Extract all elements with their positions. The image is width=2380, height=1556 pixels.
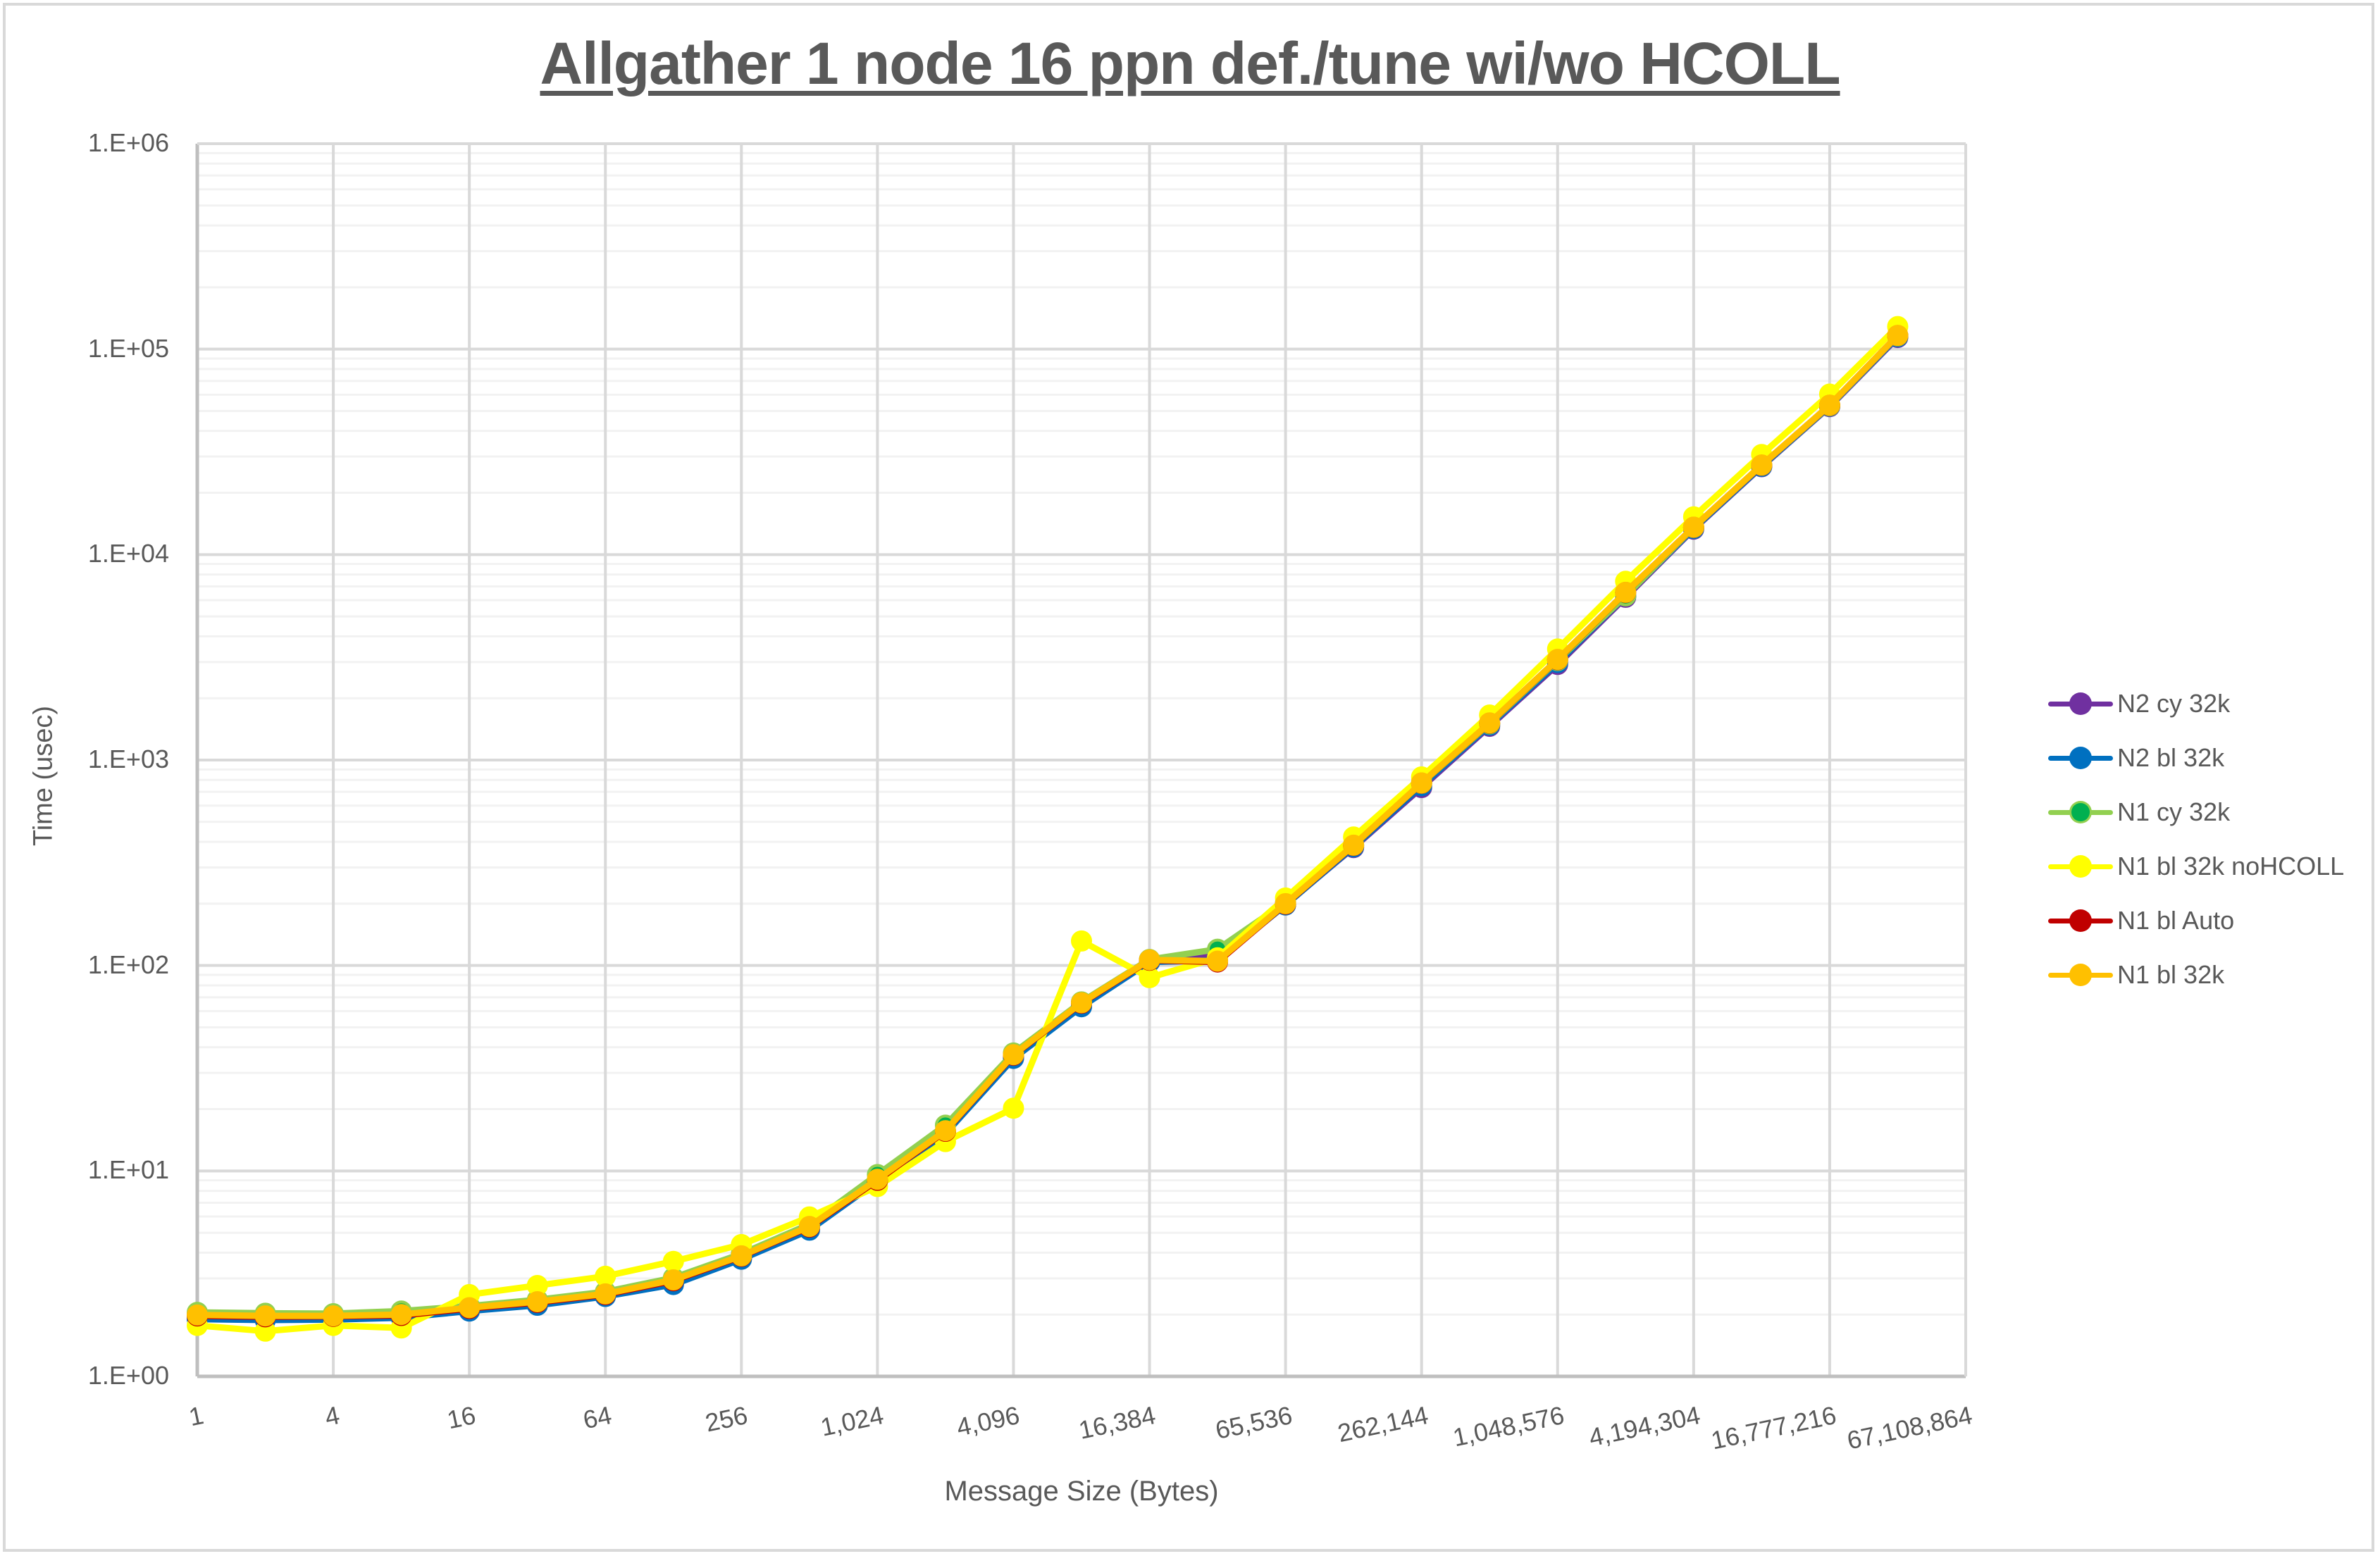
legend-label: N1 bl Auto bbox=[2117, 905, 2235, 935]
data-point-marker bbox=[1003, 1044, 1024, 1066]
data-point-marker bbox=[1207, 950, 1229, 972]
data-point-marker bbox=[1139, 966, 1160, 988]
x-tick-label: 64 bbox=[581, 1400, 614, 1435]
legend-item[interactable]: N2 bl 32k bbox=[2047, 730, 2344, 785]
series-n2-cy-32k bbox=[187, 327, 1909, 1330]
data-point-marker bbox=[1071, 930, 1092, 952]
legend-marker bbox=[2071, 965, 2090, 984]
legend-item[interactable]: N1 cy 32k bbox=[2047, 785, 2344, 839]
legend-item[interactable]: N1 bl 32k bbox=[2047, 947, 2344, 1002]
legend-item[interactable]: N2 cy 32k bbox=[2047, 676, 2344, 730]
data-point-marker bbox=[1003, 1097, 1024, 1119]
legend-marker bbox=[2071, 694, 2090, 713]
x-tick-label: 16 bbox=[444, 1400, 478, 1435]
y-tick-label: 1.E+01 bbox=[87, 1155, 169, 1185]
series-n1-cy-32k bbox=[187, 325, 1909, 1324]
series-n1-bl-32k bbox=[187, 325, 1909, 1327]
data-point-marker bbox=[526, 1290, 548, 1312]
y-tick-label: 1.E+03 bbox=[87, 745, 169, 773]
series-layer bbox=[187, 316, 1909, 1342]
legend-item[interactable]: N1 bl Auto bbox=[2047, 893, 2344, 947]
legend: N2 cy 32k N2 bl 32k N1 cy 32k N1 bl 32k noH… bbox=[2047, 676, 2344, 1002]
series-line bbox=[194, 333, 1901, 1324]
data-point-marker bbox=[1751, 454, 1773, 476]
data-point-marker bbox=[1887, 325, 1909, 347]
data-point-marker bbox=[867, 1169, 888, 1190]
data-point-marker bbox=[1547, 649, 1568, 671]
y-axis-title: Time (usec) bbox=[28, 705, 58, 847]
legend-line-marker-icon bbox=[2047, 962, 2114, 988]
y-tick-label: 1.E+05 bbox=[87, 333, 169, 363]
legend-label: N1 bl 32k noHCOLL bbox=[2117, 851, 2345, 880]
data-point-marker bbox=[1479, 712, 1501, 734]
data-point-marker bbox=[459, 1297, 481, 1319]
x-axis-title-text: Message Size (Bytes) bbox=[944, 1476, 1219, 1507]
data-point-marker bbox=[1139, 949, 1160, 971]
data-point-marker bbox=[254, 1305, 276, 1327]
chart-title: Allgather 1 node 16 ppn def./tune wi/wo … bbox=[540, 30, 1840, 97]
series-line bbox=[194, 332, 1901, 1319]
y-tick-label: 1.E+00 bbox=[87, 1361, 169, 1390]
legend-label: N1 cy 32k bbox=[2117, 797, 2231, 826]
data-point-marker bbox=[798, 1216, 820, 1238]
series-line bbox=[194, 323, 1901, 1335]
series-line bbox=[194, 332, 1901, 1317]
data-point-marker bbox=[1615, 581, 1637, 603]
series-n1-bl-auto bbox=[187, 325, 1909, 1328]
legend-marker bbox=[2071, 748, 2090, 767]
minor-gridlines bbox=[197, 151, 1966, 1316]
data-point-marker bbox=[662, 1269, 684, 1290]
data-point-marker bbox=[1682, 516, 1704, 538]
y-tick-label: 1.E+06 bbox=[87, 128, 169, 157]
data-point-marker bbox=[1275, 892, 1296, 914]
legend-marker bbox=[2071, 911, 2090, 930]
legend-line-marker-icon bbox=[2047, 908, 2114, 933]
legend-label: N2 bl 32k bbox=[2117, 742, 2225, 772]
data-point-marker bbox=[1411, 772, 1432, 794]
legend-line-marker-icon bbox=[2047, 691, 2114, 716]
chart-frame bbox=[3, 3, 2374, 1552]
data-point-marker bbox=[731, 1245, 752, 1266]
data-point-marker bbox=[187, 1304, 208, 1326]
data-point-marker bbox=[323, 1305, 345, 1327]
data-point-marker bbox=[934, 1120, 956, 1142]
data-point-marker bbox=[595, 1283, 616, 1305]
legend-line-marker-icon bbox=[2047, 854, 2114, 879]
data-point-marker bbox=[595, 1265, 616, 1287]
legend-line-marker-icon bbox=[2047, 799, 2114, 825]
data-point-marker bbox=[662, 1250, 684, 1272]
y-tick-label: 1.E+02 bbox=[87, 950, 169, 979]
data-point-marker bbox=[1818, 394, 1840, 416]
legend-line-marker-icon bbox=[2047, 745, 2114, 771]
data-point-marker bbox=[390, 1304, 412, 1326]
legend-item[interactable]: N1 bl 32k noHCOLL bbox=[2047, 839, 2344, 893]
legend-marker bbox=[2071, 802, 2090, 821]
y-tick-label: 1.E+04 bbox=[87, 539, 169, 568]
axes bbox=[195, 142, 1967, 1378]
legend-label: N2 cy 32k bbox=[2117, 688, 2231, 718]
series-n1-bl-32k-nohcoll bbox=[187, 316, 1909, 1342]
legend-label: N1 bl 32k bbox=[2117, 959, 2225, 989]
data-point-marker bbox=[1343, 834, 1365, 856]
legend-marker bbox=[2071, 857, 2090, 876]
data-point-marker bbox=[1071, 992, 1092, 1014]
series-n2-bl-32k bbox=[187, 325, 1909, 1331]
